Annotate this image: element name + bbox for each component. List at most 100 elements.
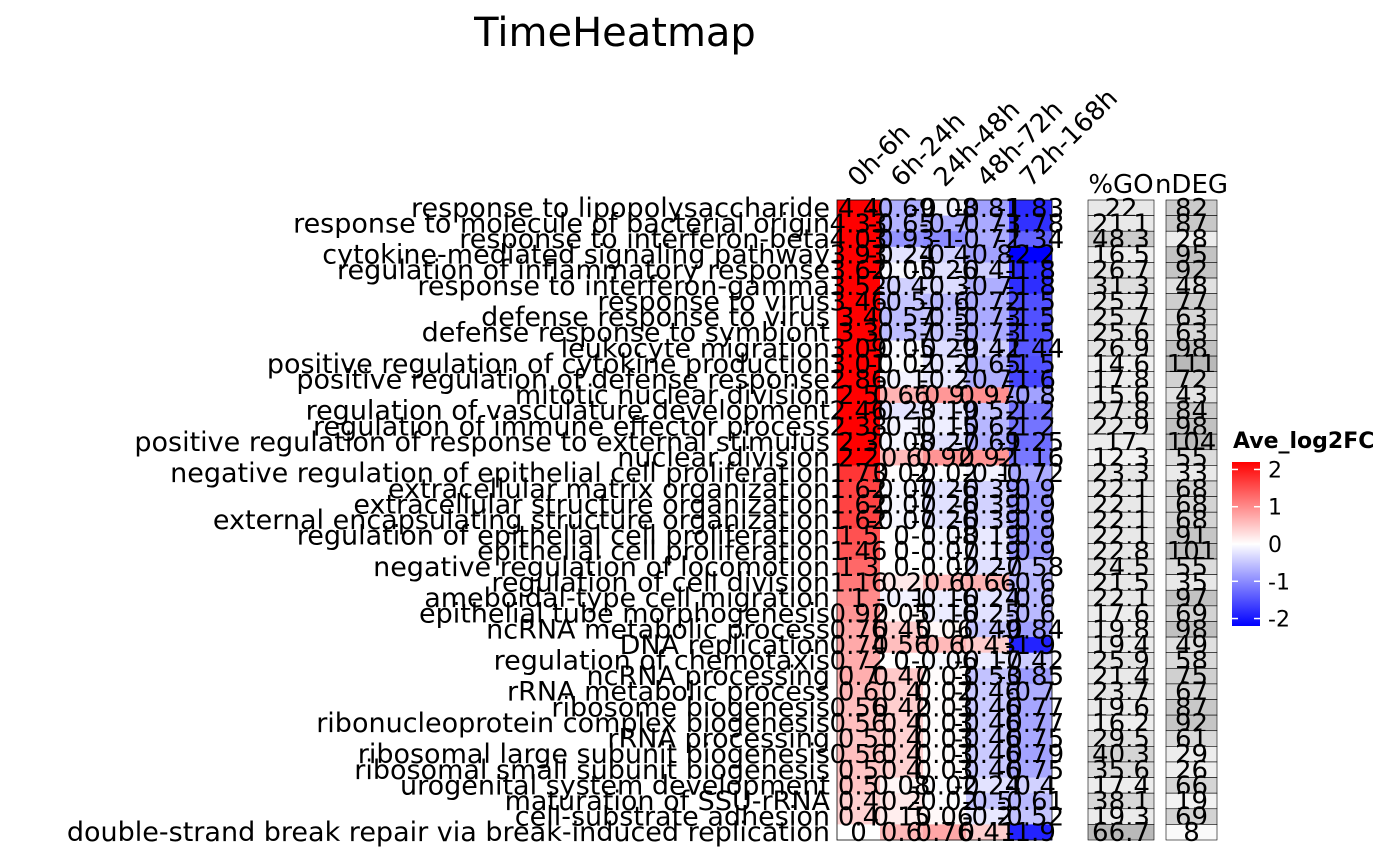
cell-value-label: 3.09 — [830, 334, 888, 364]
cell-value-label: -0.19 — [954, 537, 1021, 567]
row-label: cytokine-mediated signaling pathway — [322, 240, 830, 271]
row-label: regulation of vasculature development — [306, 396, 830, 427]
heatmap-cell — [880, 356, 923, 373]
cell-value-label: -1 — [932, 225, 958, 255]
cell-value-label: 2.5 — [838, 381, 879, 411]
heatmap-cell — [966, 683, 1009, 701]
heatmap-cell — [966, 559, 1009, 576]
heatmap-cell — [880, 746, 923, 763]
row-label: regulation of chemotaxis — [494, 645, 830, 676]
heatmap-cell — [837, 793, 880, 810]
heatmap-cell — [966, 278, 1009, 295]
cell-value-label: -0.9 — [1005, 506, 1056, 536]
heatmap-cell — [1009, 652, 1052, 669]
heatmap-cell — [880, 262, 923, 279]
cell-value-label: -1.78 — [997, 209, 1064, 239]
row-label: regulation of cell division — [491, 567, 830, 598]
row-label: negative regulation of locomotion — [373, 552, 830, 583]
heatmap-cell — [966, 215, 1009, 232]
cell-value-label: -0.29 — [911, 334, 978, 364]
heatmap-cell — [837, 590, 880, 607]
heatmap-cell — [923, 402, 966, 420]
heatmap-cell — [837, 746, 880, 763]
cell-value-label: 0.5 — [838, 756, 879, 786]
heatmap-cell — [1009, 215, 1052, 232]
annotation-headers: %GO nDEG — [1088, 170, 1228, 200]
cell-value-label: -0.1 — [876, 366, 927, 396]
cell-value-label: 0.2 — [881, 568, 922, 598]
heatmap-cell — [880, 449, 923, 466]
cell-value-label: 0.74 — [830, 631, 888, 661]
heatmap-cell — [966, 402, 1009, 420]
heatmap-cell — [837, 246, 880, 263]
cell-value-label: -0.79 — [997, 740, 1064, 770]
cell-value-label: -0.17 — [954, 646, 1021, 676]
cell-value-label: -0.52 — [997, 803, 1064, 833]
cell-value-label: -1.9 — [1005, 631, 1056, 661]
cell-value-label: 0.4 — [838, 787, 879, 817]
heatmap-cell — [880, 574, 923, 591]
heatmap-cell — [1009, 715, 1052, 732]
cell-value-label: -0.23 — [868, 397, 935, 427]
row-label: nuclear division — [617, 443, 830, 474]
heatmap-cell — [837, 543, 880, 560]
heatmap-cell — [880, 668, 923, 685]
heatmap-cell — [966, 793, 1009, 810]
heatmap-cell — [1009, 434, 1052, 451]
cell-value-label: 1.62 — [830, 475, 888, 505]
cell-value-label: -0.5 — [876, 287, 927, 317]
heatmap-cell — [880, 621, 923, 638]
cell-value-label: -0.65 — [954, 350, 1021, 380]
heatmap-cell — [1009, 777, 1052, 794]
legend-tick-label: -1 — [1268, 570, 1290, 595]
cell-value-label: -0.53 — [954, 662, 1021, 692]
heatmap-cell — [837, 668, 880, 685]
row-label: response to interferon-beta — [459, 224, 830, 255]
cell-value-label: 0.06 — [916, 803, 974, 833]
heatmap-cell — [966, 621, 1009, 638]
cell-value-label: 0.03 — [916, 693, 974, 723]
heatmap-cell — [837, 637, 880, 654]
cell-value-label: 0.66 — [873, 381, 931, 411]
cell-value-label: 0 — [893, 537, 910, 567]
heatmap-cell — [880, 730, 923, 747]
cell-value-label: -0.8 — [962, 241, 1013, 271]
row-label: ribosomal large subunit biogenesis — [358, 739, 830, 770]
cell-value-label: -0.46 — [954, 678, 1021, 708]
cell-value-label: -0.08 — [911, 522, 978, 552]
cell-value-label: -0.42 — [954, 334, 1021, 364]
cell-value-label: 1.3 — [838, 553, 879, 583]
cell-value-label: -0.5 — [962, 787, 1013, 817]
cell-value-label: -1.34 — [997, 225, 1064, 255]
heatmap-frame — [836, 199, 1053, 841]
cell-value-label: 0.5 — [838, 725, 879, 755]
heatmap-cell — [1009, 543, 1052, 560]
cell-value-label: 3.3 — [838, 319, 879, 349]
cell-value-label: 0.56 — [830, 740, 888, 770]
heatmap-cell — [880, 215, 923, 232]
heatmap-cell — [923, 543, 966, 560]
heatmap-cell — [923, 746, 966, 763]
cell-value-label: 0.42 — [873, 693, 931, 723]
cell-value-label: 0 — [893, 522, 910, 552]
row-label: response to interferon-gamma — [417, 271, 830, 302]
cell-value-label: -0.61 — [997, 787, 1064, 817]
row-label: response to virus — [597, 286, 830, 317]
cell-value-label: -0.27 — [911, 428, 978, 458]
cell-value-label: -0.02 — [911, 553, 978, 583]
heatmap-cell — [1009, 730, 1052, 747]
heatmap-cell — [880, 683, 923, 701]
cell-value-label: -0.9 — [1005, 490, 1056, 520]
cell-value-label: 1.16 — [830, 568, 888, 598]
cell-value-label: -0.72 — [954, 225, 1021, 255]
heatmap-cell — [837, 699, 880, 716]
cell-value-label: 1.46 — [830, 537, 888, 567]
heatmap-cell — [837, 402, 880, 420]
cell-value-label: -1.83 — [997, 194, 1064, 224]
row-label: ribosomal small subunit biogenesis — [354, 755, 830, 786]
heatmap-cell — [1009, 371, 1052, 388]
heatmap-cell — [837, 777, 880, 794]
heatmap-cell — [837, 231, 880, 248]
heatmap-cell — [880, 543, 923, 560]
